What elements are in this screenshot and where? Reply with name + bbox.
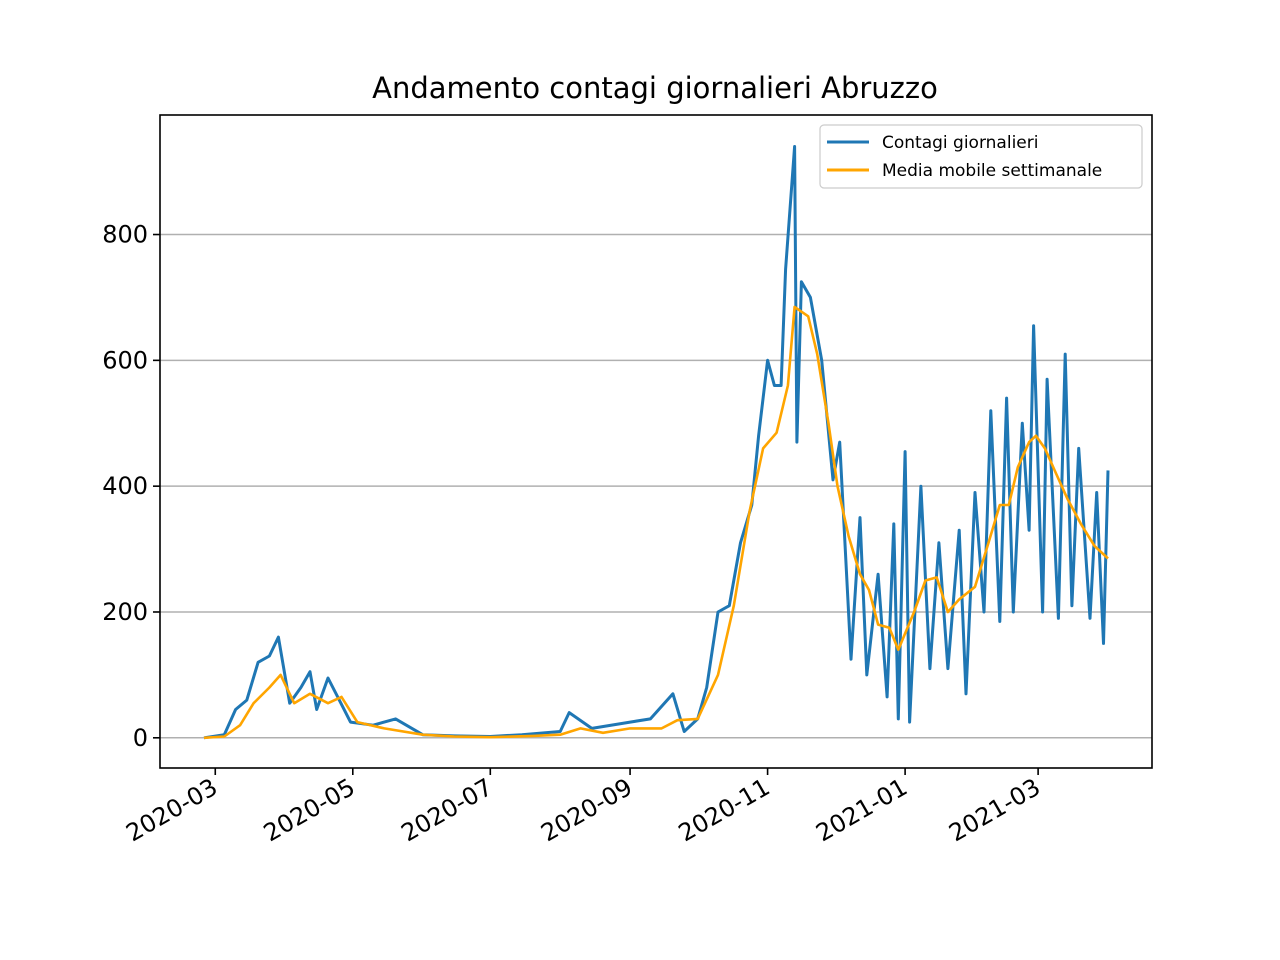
legend-label-contagi: Contagi giornalieri — [882, 133, 1038, 153]
grid-lines — [160, 233, 1152, 739]
series-line-media — [203, 305, 1109, 740]
series-line-contagi — [203, 145, 1110, 740]
y-tick-label: 800 — [102, 221, 148, 249]
plot-frame — [159, 114, 1153, 769]
y-tick-label: 400 — [102, 472, 148, 500]
y-axis-ticks: 0 200 400 600 800 — [102, 221, 160, 752]
legend-box — [819, 124, 1143, 189]
legend-label-media: Media mobile settimanale — [882, 161, 1102, 181]
chart-title: Andamento contagi giornalieri Abruzzo — [372, 71, 938, 105]
y-tick-label: 600 — [102, 346, 148, 374]
series-lines — [203, 145, 1110, 740]
y-tick-label: 200 — [102, 598, 148, 626]
legend: Contagi giornalieri Media mobile settima… — [819, 124, 1143, 189]
y-tick-label: 0 — [133, 724, 148, 752]
